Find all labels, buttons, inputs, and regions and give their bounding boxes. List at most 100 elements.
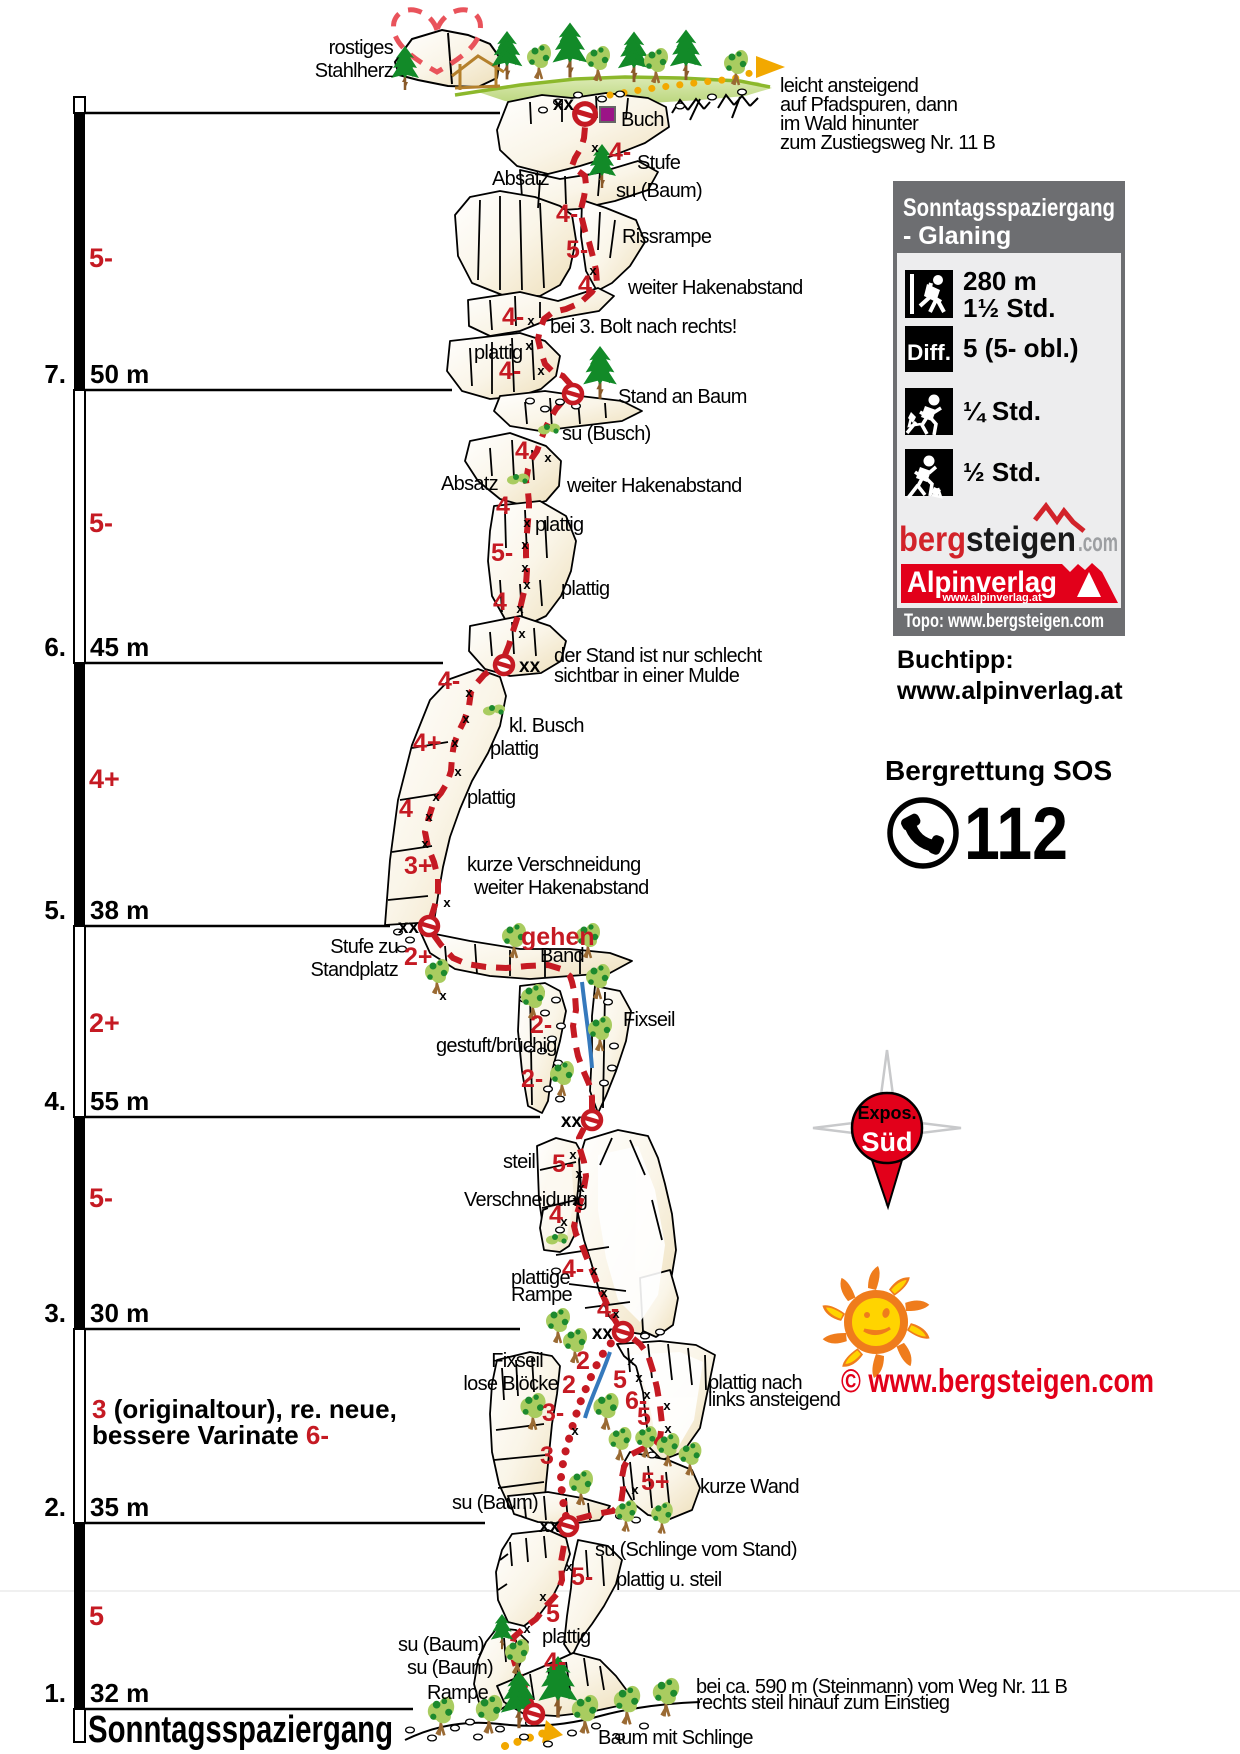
svg-text:sichtbar in einer Mulde: sichtbar in einer Mulde bbox=[554, 665, 740, 687]
svg-text:5-: 5- bbox=[89, 508, 113, 538]
svg-text:xx: xx bbox=[539, 1516, 561, 1537]
svg-text:7.: 7. bbox=[44, 359, 66, 389]
svg-text:x: x bbox=[527, 313, 535, 328]
svg-text:kurze Verschneidung: kurze Verschneidung bbox=[467, 854, 641, 876]
svg-text:x: x bbox=[612, 1306, 620, 1321]
svg-text:5: 5 bbox=[546, 1600, 560, 1628]
svg-text:Baum mit Schlinge: Baum mit Schlinge bbox=[598, 1727, 753, 1749]
svg-text:x: x bbox=[589, 263, 597, 278]
svg-text:5: 5 bbox=[613, 1366, 627, 1394]
svg-text:30 m: 30 m bbox=[90, 1298, 149, 1328]
svg-text:4: 4 bbox=[515, 437, 529, 465]
svg-text:Expos.: Expos. bbox=[857, 1103, 916, 1123]
svg-text:plattig: plattig bbox=[535, 514, 583, 536]
svg-text:4: 4 bbox=[578, 271, 592, 299]
svg-text:38 m: 38 m bbox=[90, 895, 149, 925]
svg-text:1½ Std.: 1½ Std. bbox=[963, 293, 1055, 323]
svg-text:www.alpinverlag.at: www.alpinverlag.at bbox=[941, 592, 1042, 604]
svg-text:berg: berg bbox=[899, 520, 966, 559]
svg-text:x: x bbox=[425, 809, 433, 824]
svg-text:x: x bbox=[560, 1214, 568, 1229]
svg-text:x: x bbox=[627, 1353, 635, 1368]
svg-text:zum Zustiegsweg Nr. 11 B: zum Zustiegsweg Nr. 11 B bbox=[780, 132, 996, 154]
svg-text:plattig: plattig bbox=[474, 342, 522, 364]
svg-text:112: 112 bbox=[964, 792, 1068, 875]
svg-text:Sonntagsspaziergang: Sonntagsspaziergang bbox=[903, 194, 1115, 222]
svg-text:280 m: 280 m bbox=[963, 266, 1037, 296]
svg-text:x: x bbox=[577, 1180, 585, 1195]
svg-text:5-: 5- bbox=[491, 539, 513, 567]
svg-text:x: x bbox=[539, 1589, 547, 1604]
svg-text:50 m: 50 m bbox=[90, 359, 149, 389]
svg-text:6.: 6. bbox=[44, 632, 66, 662]
svg-text:plattig nach: plattig nach bbox=[708, 1372, 802, 1394]
svg-text:4+: 4+ bbox=[413, 729, 442, 757]
svg-text:x: x bbox=[572, 1193, 580, 1208]
svg-text:Rampe: Rampe bbox=[511, 1284, 573, 1306]
svg-text:2: 2 bbox=[562, 1371, 576, 1399]
svg-text:Rampe: Rampe bbox=[427, 1682, 489, 1704]
svg-text:¼ Std.: ¼ Std. bbox=[963, 396, 1041, 426]
svg-text:45 m: 45 m bbox=[90, 632, 149, 662]
svg-text:5: 5 bbox=[89, 1601, 104, 1631]
svg-text:xx: xx bbox=[398, 917, 420, 938]
svg-text:rostiges: rostiges bbox=[329, 37, 394, 59]
svg-text:© www.bergsteigen.com: © www.bergsteigen.com bbox=[841, 1362, 1154, 1399]
svg-text:x: x bbox=[521, 537, 529, 552]
svg-text:Buch: Buch bbox=[621, 109, 664, 131]
svg-text:3+: 3+ bbox=[404, 852, 433, 880]
svg-text:5-: 5- bbox=[552, 1150, 574, 1178]
svg-text:kl. Busch: kl. Busch bbox=[509, 715, 584, 737]
svg-text:x: x bbox=[525, 338, 533, 353]
svg-text:x: x bbox=[443, 895, 451, 910]
svg-text:x: x bbox=[537, 363, 545, 378]
svg-text:Absatz: Absatz bbox=[441, 473, 498, 495]
svg-text:leicht ansteigend: leicht ansteigend bbox=[780, 75, 918, 97]
svg-text:x: x bbox=[575, 1166, 583, 1181]
svg-text:su (Baum): su (Baum) bbox=[616, 180, 702, 202]
svg-text:weiter Hakenabstand: weiter Hakenabstand bbox=[627, 277, 803, 299]
svg-text:x: x bbox=[571, 1423, 579, 1438]
svg-text:Stufe zu: Stufe zu bbox=[330, 936, 398, 958]
svg-text:x: x bbox=[635, 1370, 643, 1385]
svg-text:Stufe: Stufe bbox=[637, 152, 681, 174]
svg-text:4-: 4- bbox=[544, 1648, 566, 1676]
svg-text:x: x bbox=[516, 601, 524, 616]
svg-text:Bergrettung SOS: Bergrettung SOS bbox=[885, 755, 1112, 786]
svg-text:Verschneidung: Verschneidung bbox=[464, 1189, 587, 1211]
svg-text:xx: xx bbox=[592, 1323, 614, 1344]
svg-text:2: 2 bbox=[576, 1347, 590, 1375]
svg-text:gestuft/brüchig: gestuft/brüchig bbox=[436, 1035, 557, 1057]
svg-text:x: x bbox=[565, 1559, 573, 1574]
svg-text:5-: 5- bbox=[566, 236, 588, 264]
svg-text:x: x bbox=[631, 1482, 639, 1497]
svg-text:x: x bbox=[663, 1398, 671, 1413]
svg-text:4+: 4+ bbox=[89, 764, 120, 794]
svg-text:2+: 2+ bbox=[404, 943, 433, 971]
svg-text:5-: 5- bbox=[571, 1563, 593, 1591]
svg-text:5+: 5+ bbox=[641, 1468, 670, 1496]
svg-text:5-: 5- bbox=[89, 243, 113, 273]
svg-text:x: x bbox=[544, 450, 552, 465]
svg-text:plattig u. steil: plattig u. steil bbox=[616, 1569, 722, 1591]
svg-text:x: x bbox=[439, 988, 447, 1003]
svg-text:x: x bbox=[432, 789, 440, 804]
svg-text:4-: 4- bbox=[609, 138, 631, 166]
svg-text:5.: 5. bbox=[44, 895, 66, 925]
svg-text:x: x bbox=[454, 764, 462, 779]
svg-text:x: x bbox=[523, 577, 531, 592]
svg-text:plattig: plattig bbox=[490, 738, 538, 760]
svg-text:2-: 2- bbox=[530, 1011, 552, 1039]
svg-text:4-: 4- bbox=[597, 1295, 619, 1323]
svg-text:der Stand ist nur schlecht: der Stand ist nur schlecht bbox=[554, 645, 763, 667]
svg-text:su (Busch): su (Busch) bbox=[562, 423, 651, 445]
svg-text:4-: 4- bbox=[556, 200, 578, 228]
svg-text:4-: 4- bbox=[499, 357, 521, 385]
svg-text:kurze Wand: kurze Wand bbox=[700, 1476, 799, 1498]
svg-text:x: x bbox=[591, 140, 599, 155]
svg-text:Topo: www.bergsteigen.com: Topo: www.bergsteigen.com bbox=[904, 611, 1104, 632]
svg-text:x: x bbox=[521, 560, 529, 575]
svg-text:rechts steil hinauf zum Einsti: rechts steil hinauf zum Einstieg bbox=[696, 1692, 949, 1714]
svg-text:plattig: plattig bbox=[467, 787, 515, 809]
svg-text:weiter Hakenabstand: weiter Hakenabstand bbox=[473, 877, 649, 899]
